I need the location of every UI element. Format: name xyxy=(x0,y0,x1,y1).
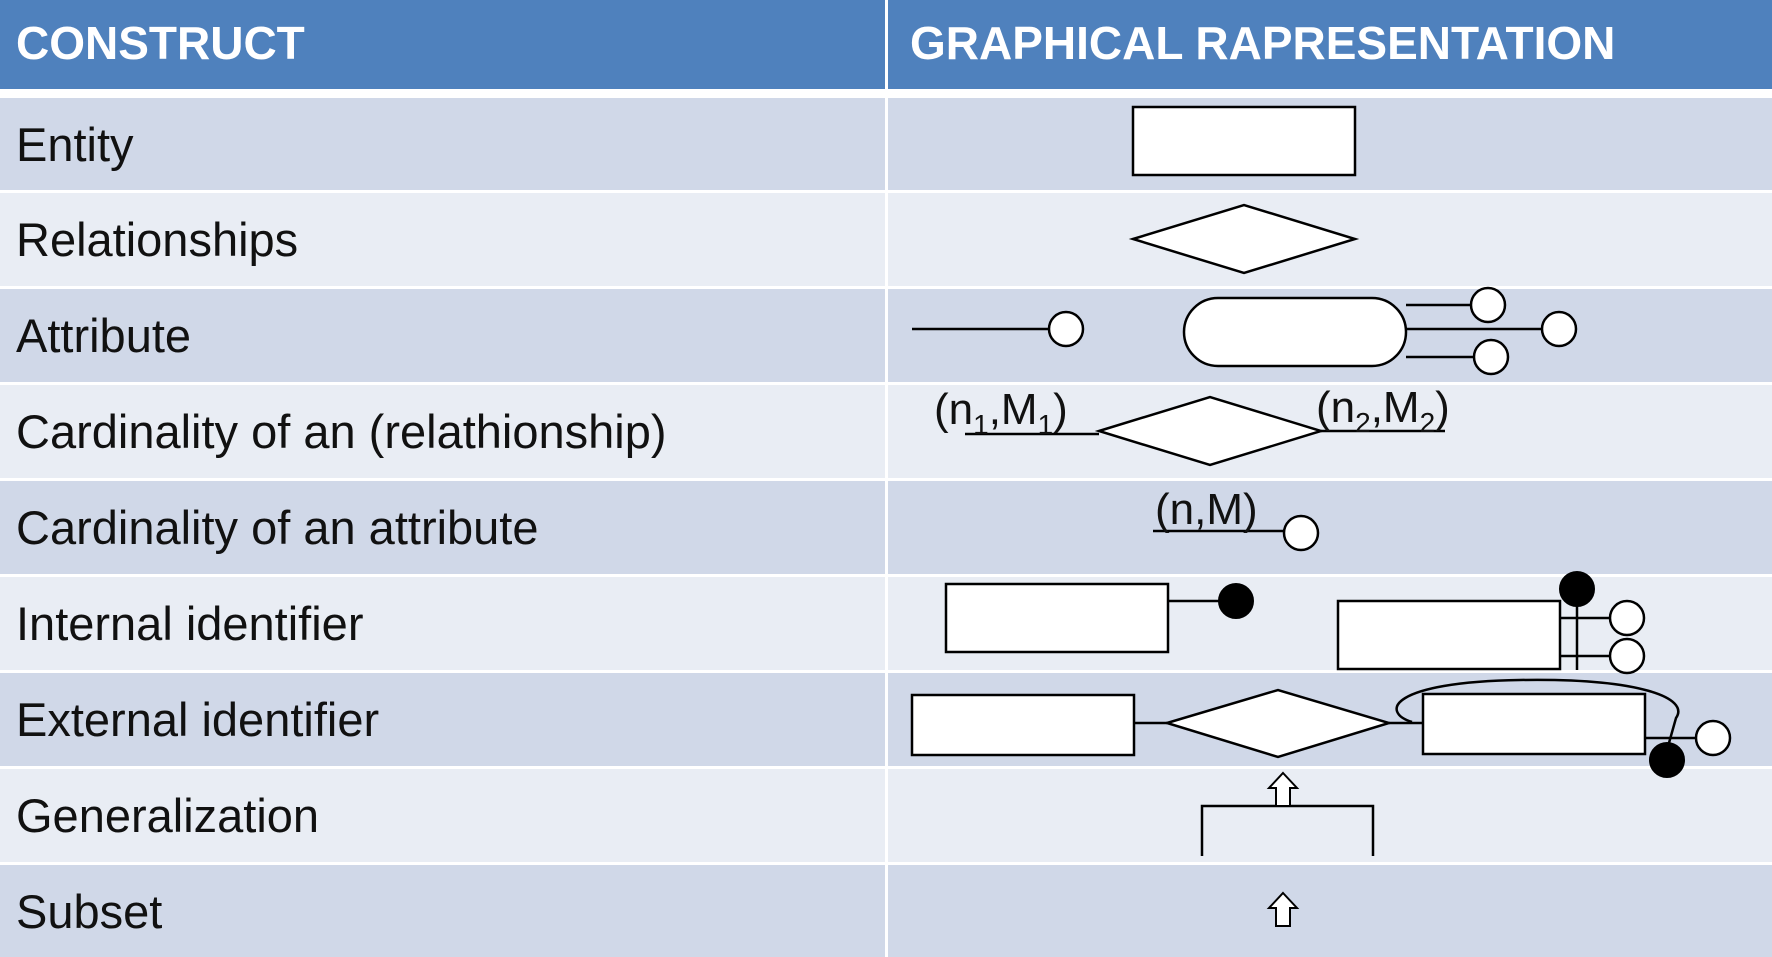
column-divider xyxy=(885,769,888,862)
table-row-attribute: Attribute xyxy=(0,289,1772,385)
row-label-subset: Subset xyxy=(16,884,163,938)
row-label-internal-identifier: Internal identifier xyxy=(16,597,364,650)
row-label-generalization: Generalization xyxy=(16,789,320,842)
row-label-entity: Entity xyxy=(16,117,134,171)
column-divider xyxy=(885,193,888,286)
row-label-cardinality-relationship: Cardinality of an (relathionship) xyxy=(16,405,667,458)
table-row-generalization: Generalization xyxy=(0,769,1772,865)
column-divider xyxy=(885,577,888,670)
column-divider xyxy=(885,98,888,190)
row-separator xyxy=(0,382,1772,385)
row-label-attribute: Attribute xyxy=(16,309,192,362)
row-separator xyxy=(0,670,1772,673)
table-row-relationships: Relationships xyxy=(0,193,1772,289)
row-separator xyxy=(0,190,1772,193)
table-row-external-identifier: External identifier xyxy=(0,673,1772,769)
row-label-external-identifier: External identifier xyxy=(16,693,380,746)
table-row-cardinality-relationship: Cardinality of an (relathionship) xyxy=(0,385,1772,481)
table-row-entity: Entity xyxy=(0,98,1772,193)
column-divider xyxy=(885,865,888,957)
header-separator xyxy=(0,89,1772,98)
row-separator xyxy=(0,286,1772,289)
row-separator xyxy=(0,478,1772,481)
table-row-cardinality-attribute: Cardinality of an attribute xyxy=(0,481,1772,577)
row-label-cardinality-attribute: Cardinality of an attribute xyxy=(16,501,539,554)
column-divider xyxy=(885,673,888,766)
row-separator xyxy=(0,862,1772,865)
column-divider xyxy=(885,481,888,574)
table-header: CONSTRUCT GRAPHICAL RAPRESENTATION xyxy=(0,0,1772,89)
table-row-subset: Subset xyxy=(0,865,1772,957)
column-divider xyxy=(885,289,888,382)
header-divider xyxy=(885,0,888,89)
header-construct: CONSTRUCT xyxy=(16,17,305,69)
header-graphical-representation: GRAPHICAL RAPRESENTATION xyxy=(910,17,1616,69)
row-separator xyxy=(0,574,1772,577)
row-label-relationships: Relationships xyxy=(16,213,299,266)
row-separator xyxy=(0,766,1772,769)
table-row-internal-identifier: Internal identifier xyxy=(0,577,1772,673)
column-divider xyxy=(885,385,888,478)
